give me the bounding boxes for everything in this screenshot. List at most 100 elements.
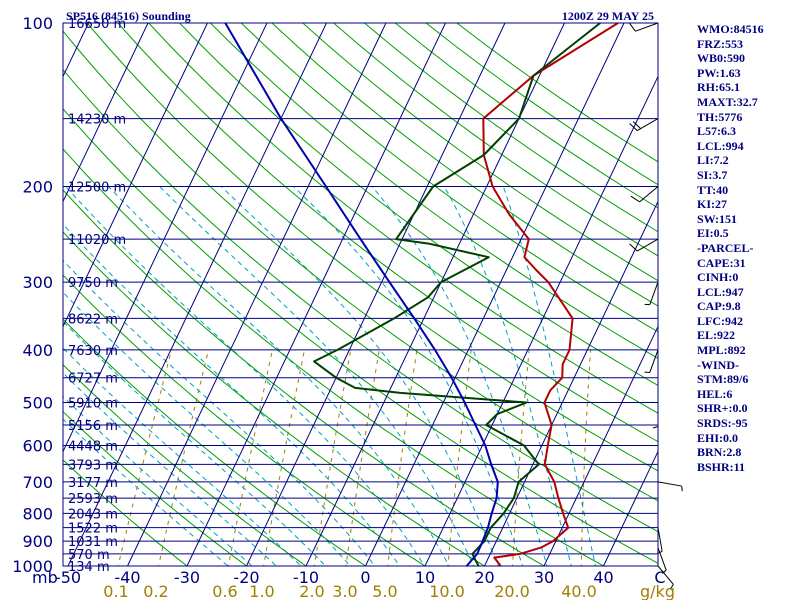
pressure-label-500: 500 — [22, 394, 53, 413]
pressure-label-400: 400 — [22, 341, 53, 360]
dry-adiabat — [63, 363, 307, 566]
index-item: SI:3.7 — [697, 167, 728, 182]
height-label: 12500 m — [68, 180, 126, 195]
index-item: LCL:994 — [697, 138, 744, 153]
mixing-ratio-line — [512, 349, 530, 566]
height-label: 1031 m — [68, 535, 118, 550]
pressure-label-800: 800 — [22, 504, 53, 523]
moist-adiabat — [63, 347, 302, 566]
temp-tick-label: 20 — [474, 568, 494, 587]
wind-barb-flag — [632, 121, 642, 129]
plot-frame — [62, 22, 659, 567]
index-item: TH:5776 — [697, 109, 743, 124]
wind-barb-staff — [636, 238, 659, 252]
index-item: TT:40 — [697, 182, 729, 197]
temp-tick-label: -10 — [293, 568, 319, 587]
temp-tick-label: 30 — [534, 568, 554, 587]
wind-barb — [657, 547, 667, 574]
mixing-ratio-lines — [117, 349, 592, 566]
index-item: -PARCEL- — [697, 240, 754, 255]
mixing-ratio-label: 0.6 — [212, 582, 237, 600]
isotherm — [365, 23, 625, 566]
wind-barb-half — [681, 485, 683, 492]
moist-adiabat — [63, 372, 278, 566]
wind-barbs — [628, 22, 683, 590]
isotherm — [305, 23, 565, 566]
index-item: MAXT:32.7 — [697, 94, 758, 109]
wind-barb-half — [661, 569, 667, 574]
chart-datetime: 1200Z 29 MAY 25 — [562, 9, 654, 23]
index-item: STM:89/6 — [697, 372, 749, 387]
height-label: 8622 m — [68, 312, 118, 327]
height-label: 16650 m — [68, 17, 126, 32]
wind-barb-staff — [649, 281, 659, 305]
dry-adiabat — [63, 410, 248, 566]
index-item: KI:27 — [697, 197, 727, 212]
wind-barb — [657, 565, 674, 590]
height-label: 2043 m — [68, 507, 118, 522]
isotherm — [63, 23, 268, 453]
mixing-ratio-line — [157, 349, 209, 566]
indices-panel: WMO:84516 FRZ:553 WB0:590 PW:1.63 RH:65.1 MAX… — [697, 22, 800, 474]
index-item: SRDS:-95 — [697, 416, 748, 431]
moist-adiabat — [443, 186, 572, 566]
mixing-ratio-label: 40.0 — [561, 582, 597, 600]
mixing-ratio-line — [263, 349, 305, 566]
mixing-ratio-label: 1.0 — [249, 582, 274, 600]
sounding-profiles — [224, 23, 619, 566]
dry-adiabats — [63, 23, 658, 566]
wind-barb — [644, 349, 659, 373]
pressure-label-200: 200 — [22, 177, 53, 196]
isotherm — [63, 23, 149, 203]
wind-barb — [630, 186, 659, 203]
moist-adiabat — [63, 291, 351, 566]
temperature-tick-labels: mb-50 -40 -30 -20 -10 0 10 20 30 40 C — [32, 568, 666, 587]
height-label: 1522 m — [68, 522, 118, 537]
height-label: 570 m — [68, 548, 110, 563]
parcel-profile — [224, 23, 499, 566]
index-item: SW:151 — [697, 211, 738, 226]
chart-title: SP516 (84516) Sounding — [66, 9, 191, 23]
pressure-label-900: 900 — [22, 532, 53, 551]
wind-barb — [657, 481, 683, 492]
moist-adiabat — [65, 186, 425, 566]
height-labels: 16650 m 14230 m 12500 m 11020 m 9750 m 8622 m… — [68, 17, 126, 575]
wind-barb — [629, 238, 659, 252]
moist-adiabat — [63, 223, 401, 566]
pressure-label-300: 300 — [22, 273, 53, 292]
index-item: HEL:6 — [697, 386, 733, 401]
wind-barb-staff — [657, 547, 667, 571]
height-label: 3793 m — [68, 458, 118, 473]
height-label: 7630 m — [68, 344, 118, 359]
moist-adiabat — [108, 186, 450, 566]
temp-tick-label: -50 — [55, 568, 81, 587]
pressure-label-1000: 1000 — [12, 557, 53, 576]
dry-adiabat — [117, 23, 658, 443]
isotherm — [543, 325, 658, 566]
temp-tick-label: 40 — [593, 568, 613, 587]
index-item: CAP:9.8 — [697, 299, 741, 314]
height-label: 2593 m — [68, 492, 118, 507]
moist-adiabat — [63, 320, 327, 566]
moist-adiabat — [502, 186, 597, 566]
moist-adiabat — [220, 186, 499, 566]
index-item: BRN:2.8 — [697, 445, 742, 460]
index-item: SHR+:0.0 — [697, 401, 748, 416]
mixing-ratio-label: 20.0 — [494, 582, 530, 600]
temperature-profile — [482, 23, 619, 566]
moist-adiabats — [63, 186, 597, 566]
height-label: 14230 m — [68, 113, 126, 128]
moist-adiabat — [371, 186, 548, 566]
dry-adiabat — [86, 23, 658, 472]
mixing-ratio-label: 0.2 — [143, 582, 168, 600]
wind-barb-flag — [629, 243, 638, 252]
isotherm — [67, 23, 327, 566]
index-item: EHI:0.0 — [697, 430, 739, 445]
index-item: RH:65.1 — [697, 80, 740, 95]
pressure-label-700: 700 — [22, 473, 53, 492]
wind-barb — [644, 281, 659, 306]
wind-barb-flag — [629, 123, 638, 131]
mixing-ratio-line — [387, 349, 418, 566]
mixing-ratio-label: 2.0 — [299, 582, 324, 600]
index-item: -WIND- — [697, 357, 739, 372]
